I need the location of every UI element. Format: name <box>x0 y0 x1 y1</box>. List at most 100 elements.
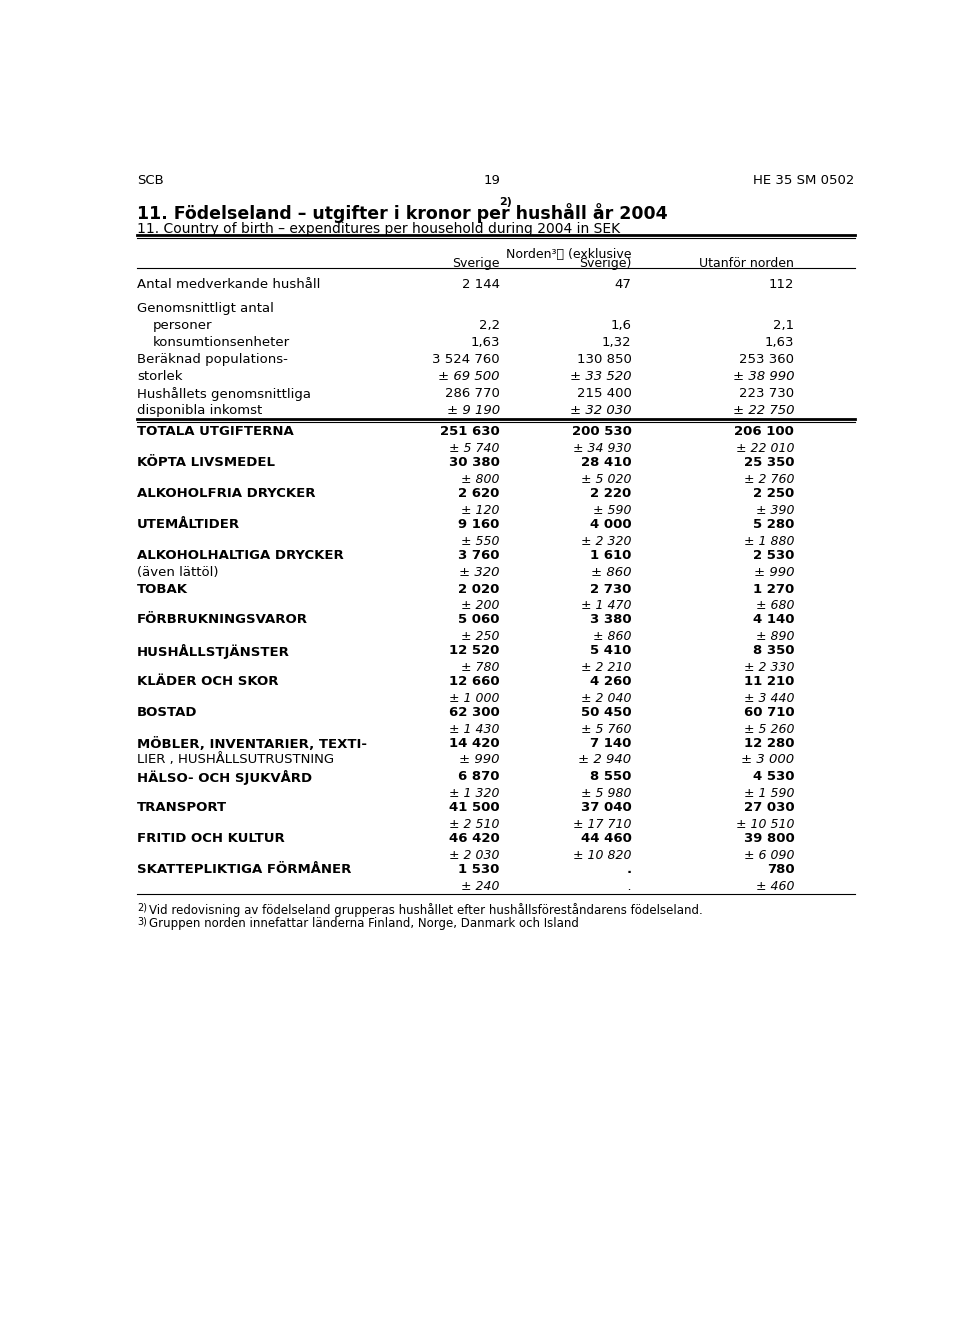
Text: personer: personer <box>153 319 212 332</box>
Text: 2 144: 2 144 <box>462 277 500 290</box>
Text: 27 030: 27 030 <box>744 801 794 814</box>
Text: 11. Födelseland – utgifter i kronor per hushåll år 2004: 11. Födelseland – utgifter i kronor per … <box>137 203 667 223</box>
Text: Antal medverkande hushåll: Antal medverkande hushåll <box>137 277 321 290</box>
Text: 11 210: 11 210 <box>744 675 794 689</box>
Text: 25 350: 25 350 <box>744 456 794 470</box>
Text: 37 040: 37 040 <box>581 801 632 814</box>
Text: ± 5 760: ± 5 760 <box>581 723 632 736</box>
Text: 8 550: 8 550 <box>590 770 632 783</box>
Text: ± 390: ± 390 <box>756 504 794 517</box>
Text: HE 35 SM 0502: HE 35 SM 0502 <box>754 174 854 187</box>
Text: ± 17 710: ± 17 710 <box>573 818 632 831</box>
Text: 253 360: 253 360 <box>739 353 794 367</box>
Text: 12 660: 12 660 <box>449 675 500 689</box>
Text: 2,2: 2,2 <box>479 319 500 332</box>
Text: 41 500: 41 500 <box>449 801 500 814</box>
Text: SKATTEPLIKTIGA FÖRMÅNER: SKATTEPLIKTIGA FÖRMÅNER <box>137 863 351 876</box>
Text: Gruppen norden innefattar länderna Finland, Norge, Danmark och Island: Gruppen norden innefattar länderna Finla… <box>150 917 579 930</box>
Text: ALKOHOLHALTIGA DRYCKER: ALKOHOLHALTIGA DRYCKER <box>137 549 344 562</box>
Text: ± 10 820: ± 10 820 <box>573 849 632 863</box>
Text: 12 280: 12 280 <box>744 736 794 749</box>
Text: ± 2 320: ± 2 320 <box>581 534 632 547</box>
Text: ± 1 430: ± 1 430 <box>449 723 500 736</box>
Text: 2 730: 2 730 <box>590 583 632 596</box>
Text: ± 5 260: ± 5 260 <box>744 723 794 736</box>
Text: ± 2 940: ± 2 940 <box>578 753 632 766</box>
Text: 12 520: 12 520 <box>449 644 500 657</box>
Text: ± 2 510: ± 2 510 <box>449 818 500 831</box>
Text: 130 850: 130 850 <box>577 353 632 367</box>
Text: 62 300: 62 300 <box>449 706 500 719</box>
Text: 5 060: 5 060 <box>458 613 500 627</box>
Text: ± 2 760: ± 2 760 <box>744 474 794 487</box>
Text: 44 460: 44 460 <box>581 832 632 845</box>
Text: 9 160: 9 160 <box>458 518 500 530</box>
Text: disponibla inkomst: disponibla inkomst <box>137 404 262 417</box>
Text: MÖBLER, INVENTARIER, TEXTI-: MÖBLER, INVENTARIER, TEXTI- <box>137 736 367 751</box>
Text: ± 2 210: ± 2 210 <box>581 661 632 674</box>
Text: ± 890: ± 890 <box>756 630 794 644</box>
Text: (även lättöl): (även lättöl) <box>137 566 219 579</box>
Text: ± 780: ± 780 <box>461 661 500 674</box>
Text: ± 33 520: ± 33 520 <box>570 371 632 383</box>
Text: ± 22 010: ± 22 010 <box>735 442 794 455</box>
Text: 1 530: 1 530 <box>458 863 500 876</box>
Text: 28 410: 28 410 <box>581 456 632 470</box>
Text: KÖPTA LIVSMEDEL: KÖPTA LIVSMEDEL <box>137 456 276 470</box>
Text: ± 2 330: ± 2 330 <box>744 661 794 674</box>
Text: ± 32 030: ± 32 030 <box>570 404 632 417</box>
Text: FRITID OCH KULTUR: FRITID OCH KULTUR <box>137 832 285 845</box>
Text: TOBAK: TOBAK <box>137 583 188 596</box>
Text: 60 710: 60 710 <box>744 706 794 719</box>
Text: Norden³⦳ (exklusive: Norden³⦳ (exklusive <box>506 248 632 261</box>
Text: 112: 112 <box>769 277 794 290</box>
Text: 2): 2) <box>137 904 147 913</box>
Text: ± 5 020: ± 5 020 <box>581 474 632 487</box>
Text: ± 69 500: ± 69 500 <box>439 371 500 383</box>
Text: ± 3 000: ± 3 000 <box>741 753 794 766</box>
Text: 5 280: 5 280 <box>753 518 794 530</box>
Text: ± 5 740: ± 5 740 <box>449 442 500 455</box>
Text: 215 400: 215 400 <box>577 386 632 400</box>
Text: ± 1 590: ± 1 590 <box>744 787 794 801</box>
Text: 223 730: 223 730 <box>739 386 794 400</box>
Text: 39 800: 39 800 <box>743 832 794 845</box>
Text: 1,63: 1,63 <box>765 336 794 350</box>
Text: ± 680: ± 680 <box>756 600 794 612</box>
Text: ± 34 930: ± 34 930 <box>573 442 632 455</box>
Text: 2 620: 2 620 <box>458 487 500 500</box>
Text: 11. Country of birth – expenditures per household during 2004 in SEK: 11. Country of birth – expenditures per … <box>137 222 620 236</box>
Text: Genomsnittligt antal: Genomsnittligt antal <box>137 302 274 315</box>
Text: 4 000: 4 000 <box>589 518 632 530</box>
Text: ± 22 750: ± 22 750 <box>732 404 794 417</box>
Text: 3 760: 3 760 <box>458 549 500 562</box>
Text: 2): 2) <box>499 197 512 207</box>
Text: ± 9 190: ± 9 190 <box>446 404 500 417</box>
Text: ± 320: ± 320 <box>459 566 500 579</box>
Text: ALKOHOLFRIA DRYCKER: ALKOHOLFRIA DRYCKER <box>137 487 316 500</box>
Text: 2 250: 2 250 <box>753 487 794 500</box>
Text: 286 770: 286 770 <box>444 386 500 400</box>
Text: ± 860: ± 860 <box>591 566 632 579</box>
Text: Sverige): Sverige) <box>579 257 632 270</box>
Text: Hushållets genomsnittliga: Hushållets genomsnittliga <box>137 386 311 401</box>
Text: 1,63: 1,63 <box>470 336 500 350</box>
Text: KLÄDER OCH SKOR: KLÄDER OCH SKOR <box>137 675 278 689</box>
Text: TOTALA UTGIFTERNA: TOTALA UTGIFTERNA <box>137 426 294 438</box>
Text: ± 990: ± 990 <box>754 566 794 579</box>
Text: ± 6 090: ± 6 090 <box>744 849 794 863</box>
Text: 4 530: 4 530 <box>753 770 794 783</box>
Text: 8 350: 8 350 <box>753 644 794 657</box>
Text: 46 420: 46 420 <box>449 832 500 845</box>
Text: ± 1 000: ± 1 000 <box>449 692 500 704</box>
Text: 206 100: 206 100 <box>734 426 794 438</box>
Text: 14 420: 14 420 <box>449 736 500 749</box>
Text: 1 610: 1 610 <box>590 549 632 562</box>
Text: ± 10 510: ± 10 510 <box>735 818 794 831</box>
Text: 251 630: 251 630 <box>440 426 500 438</box>
Text: ± 3 440: ± 3 440 <box>744 692 794 704</box>
Text: LIER , HUSHÅLLSUTRUSTNING: LIER , HUSHÅLLSUTRUSTNING <box>137 753 334 766</box>
Text: Sverige: Sverige <box>452 257 500 270</box>
Text: ± 200: ± 200 <box>461 600 500 612</box>
Text: ± 250: ± 250 <box>461 630 500 644</box>
